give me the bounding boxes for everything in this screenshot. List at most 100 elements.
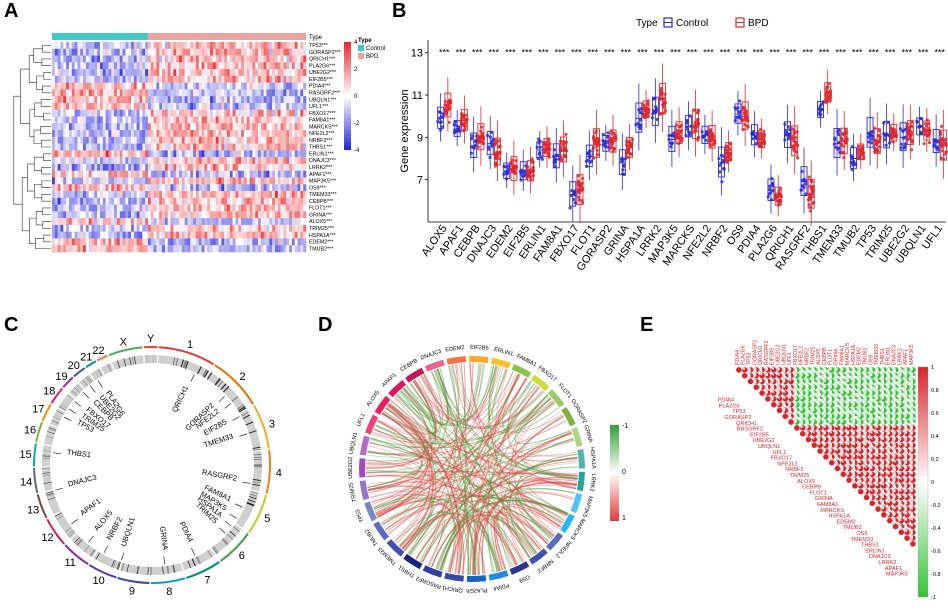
heatmap-cell	[249, 157, 253, 165]
heatmap-cell	[128, 197, 132, 205]
heatmap-cell	[210, 102, 214, 111]
heatmap-cell	[176, 170, 180, 178]
heatmap-cell	[221, 82, 225, 90]
data-point	[595, 144, 599, 148]
significance-label: ***	[489, 48, 500, 58]
heatmap-cell	[162, 48, 166, 56]
heatmap-cell	[181, 102, 185, 111]
heatmap-cell	[167, 157, 171, 165]
heatmap-cell	[105, 42, 109, 50]
heatmap-cell	[212, 231, 216, 239]
heatmap-cell	[195, 55, 200, 63]
heatmap-cell	[198, 123, 202, 131]
heatmap-cell	[226, 245, 231, 253]
chord-link	[366, 363, 486, 466]
chord-link	[367, 367, 449, 488]
heatmap-cell	[289, 89, 293, 97]
heatmap-cell	[241, 82, 245, 90]
data-point	[542, 147, 546, 151]
significance-label: ***	[753, 48, 764, 58]
heatmap-cell	[246, 136, 250, 144]
heatmap-cell	[156, 130, 160, 138]
heatmap-cell	[266, 96, 270, 104]
heatmap-cell	[102, 163, 106, 172]
heatmap-cell	[252, 163, 256, 172]
heatmap-cell	[162, 150, 166, 158]
heatmap-cell	[114, 62, 118, 70]
chromosome-ideogram	[181, 548, 215, 571]
heatmap-cell	[190, 102, 194, 111]
data-point	[844, 140, 848, 144]
heatmap-cell	[57, 184, 61, 192]
heatmap-cell	[102, 238, 106, 246]
heatmap-cell	[102, 123, 106, 131]
heatmap-cell	[74, 177, 78, 185]
gene-tick	[190, 374, 195, 382]
heatmap-cell	[226, 82, 231, 90]
heatmap-cell	[94, 204, 98, 212]
heatmap-cell	[153, 191, 157, 199]
heatmap-cell	[176, 48, 180, 56]
heatmap-cell	[170, 218, 174, 226]
heatmap-cell	[266, 204, 270, 212]
heatmap-cell	[229, 191, 233, 199]
heatmap-cell	[142, 130, 146, 138]
heatmap-cell	[173, 143, 177, 151]
chromosome-arc	[41, 403, 52, 422]
heatmap-cell	[116, 170, 121, 178]
heatmap-cell	[274, 197, 279, 205]
heatmap-cell	[57, 42, 61, 50]
heatmap-cell	[272, 130, 276, 138]
data-point	[564, 132, 568, 136]
heatmap-cell	[294, 211, 298, 219]
heatmap-cell	[291, 238, 296, 246]
heatmap-cell	[159, 170, 163, 178]
heatmap-gene-label: FAM8A1***	[309, 118, 336, 124]
colorbar-tick: 0	[354, 94, 358, 100]
heatmap-cell	[179, 82, 183, 90]
heatmap-cell	[201, 157, 205, 165]
significance-label: ***	[885, 48, 896, 58]
chord-link	[369, 490, 478, 575]
data-point	[824, 100, 828, 104]
heatmap-cell	[300, 211, 304, 219]
heatmap-cell	[63, 191, 67, 199]
heatmap-cell	[300, 150, 304, 158]
corr-pie	[750, 367, 754, 373]
data-point	[493, 164, 497, 168]
heatmap-cell	[224, 130, 228, 138]
heatmap-cell	[300, 184, 304, 192]
heatmap-cell	[145, 163, 149, 172]
heatmap-cell	[57, 136, 61, 144]
data-point	[891, 140, 895, 144]
heatmap-cell	[85, 191, 89, 199]
heatmap-cell	[114, 55, 118, 63]
heatmap-cell	[190, 163, 194, 172]
data-point	[925, 118, 930, 122]
heatmap-cell	[294, 163, 298, 172]
chord-link	[493, 515, 533, 570]
heatmap-cell	[71, 75, 75, 83]
heatmap-cell	[170, 89, 174, 97]
heatmap-cell	[297, 218, 301, 226]
heatmap-cell	[210, 163, 214, 172]
heatmap-cell	[167, 123, 171, 131]
heatmap-cell	[198, 204, 202, 212]
heatmap-cell	[243, 170, 248, 178]
heatmap-cell	[164, 143, 169, 151]
heatmap-cell	[54, 42, 58, 50]
heatmap-cell	[68, 89, 73, 97]
corr-row-label: PLA2G6	[719, 403, 740, 409]
heatmap-cell	[286, 218, 290, 226]
data-point	[924, 128, 928, 133]
heatmap-cell	[184, 177, 188, 185]
chord-link	[383, 400, 431, 528]
heatmap-cell	[283, 224, 287, 232]
heatmap-cell	[133, 170, 137, 178]
heatmap-cell	[94, 109, 98, 117]
heatmap-cell	[150, 157, 154, 165]
significance-label: ***	[505, 48, 516, 58]
heatmap-cell	[111, 150, 115, 158]
heatmap-cell	[68, 136, 73, 144]
heatmap-cell	[71, 48, 75, 56]
